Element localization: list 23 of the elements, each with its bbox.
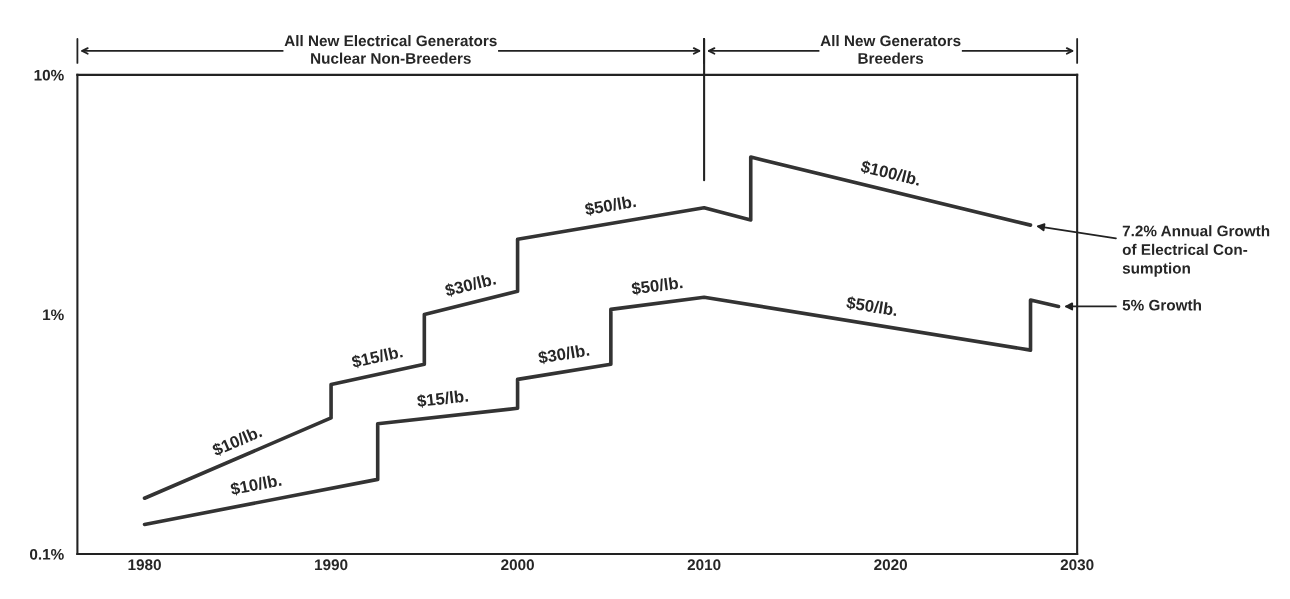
annotation: $100/lb. [859, 159, 922, 187]
x-tick-label: 2010 [687, 559, 721, 571]
y-tick-label: 0.1% [29, 548, 64, 560]
text: All New Generators Breeders [820, 35, 961, 64]
annotation: 5% Growth [1122, 299, 1201, 311]
annotation: $15/lb. [350, 344, 404, 370]
text: All New Electrical Generators Nuclear Non-Breeders [284, 35, 497, 64]
x-tick-label: 2000 [501, 559, 534, 571]
x-tick-label: 1990 [315, 559, 348, 571]
annotation: $50/lb. [845, 295, 898, 318]
annotation: 7.2% Annual Growth of Electrical Con- sumption [1122, 225, 1270, 277]
annotation: $15/lb. [416, 389, 469, 409]
y-tick-label: 1% [43, 309, 64, 321]
annotation: $30/lb. [537, 343, 590, 365]
y-tick-label: 10% [34, 69, 64, 81]
x-tick-label: 2030 [1060, 559, 1094, 571]
annotation: $10/lb. [229, 473, 282, 497]
x-tick-label: 2020 [874, 559, 907, 571]
annotation: $30/lb. [444, 272, 497, 298]
annotation: $10/lb. [211, 424, 263, 458]
annotation: $50/lb. [630, 275, 683, 296]
x-tick-label: 1980 [128, 559, 161, 571]
annotation: $50/lb. [584, 194, 637, 217]
